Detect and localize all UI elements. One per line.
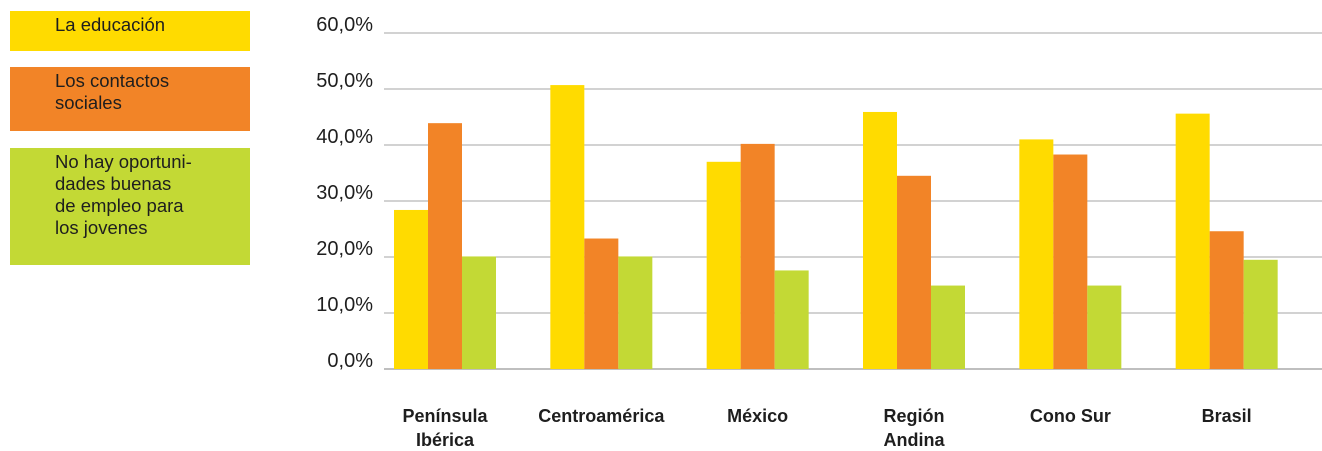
bar <box>584 238 619 369</box>
x-tick-label-line: Ibérica <box>416 430 475 450</box>
x-tick-label: Península Ibérica <box>402 406 488 450</box>
bar <box>1209 231 1244 369</box>
legend-label-social-contacts: Los contactos sociales <box>55 70 170 113</box>
y-tick-label: 0,0% <box>327 350 373 372</box>
x-tick-label-line: México <box>727 406 788 426</box>
x-axis-labels: Península Ibérica Centroamérica México Regió… <box>402 406 1251 450</box>
legend-item-no-opportunities: No hay oportuni- dades buenas de empleo … <box>10 148 250 265</box>
bar <box>740 143 775 369</box>
y-tick-label: 30,0% <box>316 182 373 204</box>
bar <box>706 161 741 369</box>
bar <box>863 111 897 370</box>
bars <box>394 85 1278 370</box>
x-tick-label-line: Brasil <box>1202 406 1252 426</box>
bar <box>550 85 585 369</box>
y-tick-label: 20,0% <box>316 238 373 260</box>
x-tick-label: México <box>727 406 788 426</box>
bar <box>1019 139 1054 369</box>
bar <box>1243 259 1278 369</box>
x-tick-label-line: Cono Sur <box>1030 406 1111 426</box>
bar <box>462 256 496 369</box>
bar <box>774 270 809 369</box>
bar <box>1175 113 1210 369</box>
x-tick-label: Centroamérica <box>538 406 665 426</box>
gridlines <box>384 32 1322 370</box>
y-axis-ticks: 0,0% 10,0% 20,0% 30,0% 40,0% 50,0% 60,0% <box>316 14 373 372</box>
legend-item-education: La educación <box>10 11 250 51</box>
bar <box>1087 285 1122 369</box>
bar <box>618 256 653 369</box>
legend-item-social-contacts: Los contactos sociales <box>10 67 250 131</box>
bar <box>931 285 965 369</box>
x-tick-label: Cono Sur <box>1030 406 1111 426</box>
x-tick-label: Región Andina <box>884 406 946 450</box>
legend-label-no-opportunities: No hay oportuni- dades buenas de empleo … <box>55 151 192 238</box>
y-tick-label: 10,0% <box>316 294 373 316</box>
x-tick-label: Brasil <box>1202 406 1252 426</box>
bar <box>428 123 462 369</box>
bar <box>1053 154 1088 369</box>
x-tick-label-line: Península <box>402 406 488 426</box>
y-tick-label: 40,0% <box>316 126 373 148</box>
bar <box>897 175 931 369</box>
y-tick-label: 50,0% <box>316 70 373 92</box>
x-tick-label-line: Centroamérica <box>538 406 665 426</box>
y-tick-label: 60,0% <box>316 14 373 36</box>
bar <box>394 209 428 369</box>
x-tick-label-line: Andina <box>884 430 946 450</box>
x-tick-label-line: Región <box>884 406 945 426</box>
legend-label-education: La educación <box>55 14 166 35</box>
